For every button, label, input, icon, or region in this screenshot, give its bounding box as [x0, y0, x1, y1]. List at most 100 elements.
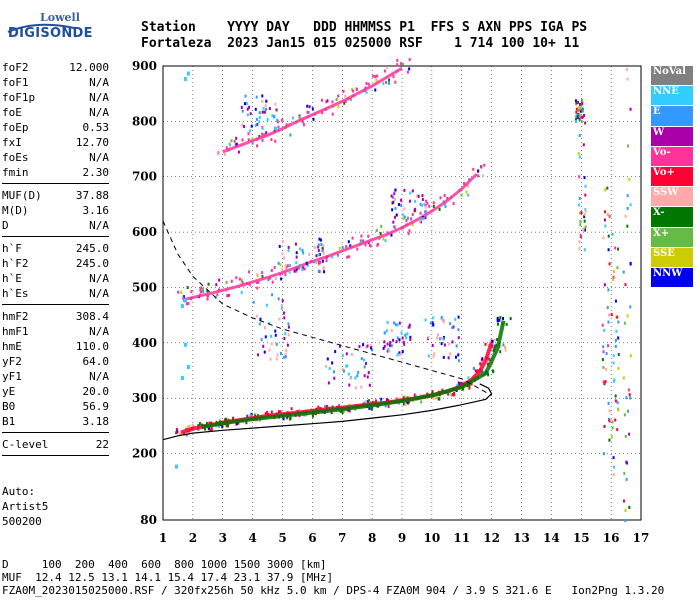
echo-point [269, 357, 272, 361]
echo-point [463, 181, 466, 185]
echo-point [240, 105, 243, 109]
echo-point [575, 107, 578, 111]
echo-point [257, 280, 260, 284]
auto-label: Auto: [2, 485, 36, 498]
echo-point [439, 196, 442, 200]
echo-point [308, 252, 311, 256]
echo-point [606, 306, 609, 310]
echo-point [402, 402, 405, 406]
echo-point [253, 412, 256, 416]
profile-curve [162, 383, 493, 441]
y-tick-label: 700 [132, 170, 157, 184]
echo-point [321, 111, 324, 115]
echo-point [473, 367, 476, 371]
echo-point [608, 262, 611, 266]
echo-point [628, 505, 631, 509]
echo-point [318, 237, 321, 241]
echo-point [370, 407, 373, 411]
echo-point [185, 302, 188, 306]
echo-point [406, 332, 409, 336]
echo-point [388, 81, 391, 85]
echo-point [346, 255, 349, 259]
param-value: N/A [89, 151, 109, 164]
echo-point [284, 355, 287, 359]
echo-point [252, 300, 255, 304]
param-value: 3.16 [82, 204, 110, 217]
legend-item-vo: Vo- [651, 146, 693, 166]
echo-point [449, 322, 452, 326]
echo-point [362, 358, 365, 362]
echo-point [277, 125, 280, 129]
echo-point [366, 400, 369, 404]
echo-point [301, 119, 304, 123]
echo-point [256, 273, 259, 277]
param-name: yF2 [2, 355, 22, 368]
echo-point [449, 352, 452, 356]
auto-program: Artist5 [2, 500, 49, 513]
echo-point [299, 264, 302, 268]
echo-point [235, 142, 238, 146]
echo-point [207, 282, 210, 286]
echo-point [274, 333, 277, 337]
footer-info: D 100 200 400 600 800 1000 1500 3000 [km… [2, 558, 664, 597]
param-value: 0.53 [82, 121, 110, 134]
echo-point [279, 351, 282, 355]
echo-point [607, 417, 610, 421]
echo-point [258, 116, 261, 120]
echo-point [256, 280, 259, 284]
echo-point [432, 354, 435, 358]
echo-point [505, 322, 508, 326]
echo-point [394, 197, 397, 201]
echo-point [580, 211, 583, 215]
echo-point [206, 289, 209, 293]
echo-point [460, 193, 463, 197]
echo-point [404, 333, 407, 337]
echo-point [411, 222, 414, 226]
echo-point [602, 345, 605, 349]
echo-point [256, 123, 259, 127]
trace-line [222, 66, 403, 154]
echo-point [405, 336, 408, 340]
echo-point [379, 232, 382, 236]
echo-point [577, 203, 580, 207]
header-labels: Station YYYY DAY DDD HHMMSS P1 FFS S AXN… [141, 20, 588, 35]
echo-point [394, 323, 397, 327]
echo-point [318, 252, 321, 256]
echo-point [602, 350, 605, 354]
echo-point [327, 381, 330, 385]
echo-point [616, 266, 619, 270]
echo-point [259, 317, 262, 321]
echo-point [324, 405, 327, 409]
echo-point [487, 373, 490, 377]
echo-point [380, 224, 383, 228]
echo-point [341, 353, 344, 357]
echo-point [384, 239, 387, 243]
echo-point [393, 225, 396, 229]
echo-point [607, 234, 610, 238]
param-value: N/A [89, 272, 109, 285]
echo-point [317, 269, 320, 273]
echo-point [357, 370, 360, 374]
echo-point [285, 123, 288, 127]
echo-point [392, 75, 395, 79]
echo-point [617, 336, 620, 340]
echo-point [241, 138, 244, 142]
echo-point [496, 322, 499, 326]
echo-point [493, 338, 496, 342]
echo-point [350, 353, 353, 357]
echo-point [322, 265, 325, 269]
echo-point [264, 107, 267, 111]
echo-point [625, 396, 628, 400]
echo-point [237, 150, 240, 154]
echo-point [611, 420, 614, 424]
footer-distance: D 100 200 400 600 800 1000 1500 3000 [km… [2, 558, 327, 571]
echo-point [385, 329, 388, 333]
echo-point [362, 343, 365, 347]
echo-point [574, 99, 577, 103]
echo-point [492, 349, 495, 353]
echo-point [581, 228, 584, 232]
echo-point [422, 217, 425, 221]
echo-point [326, 404, 329, 408]
echo-point [581, 99, 584, 103]
echo-point [396, 58, 399, 62]
